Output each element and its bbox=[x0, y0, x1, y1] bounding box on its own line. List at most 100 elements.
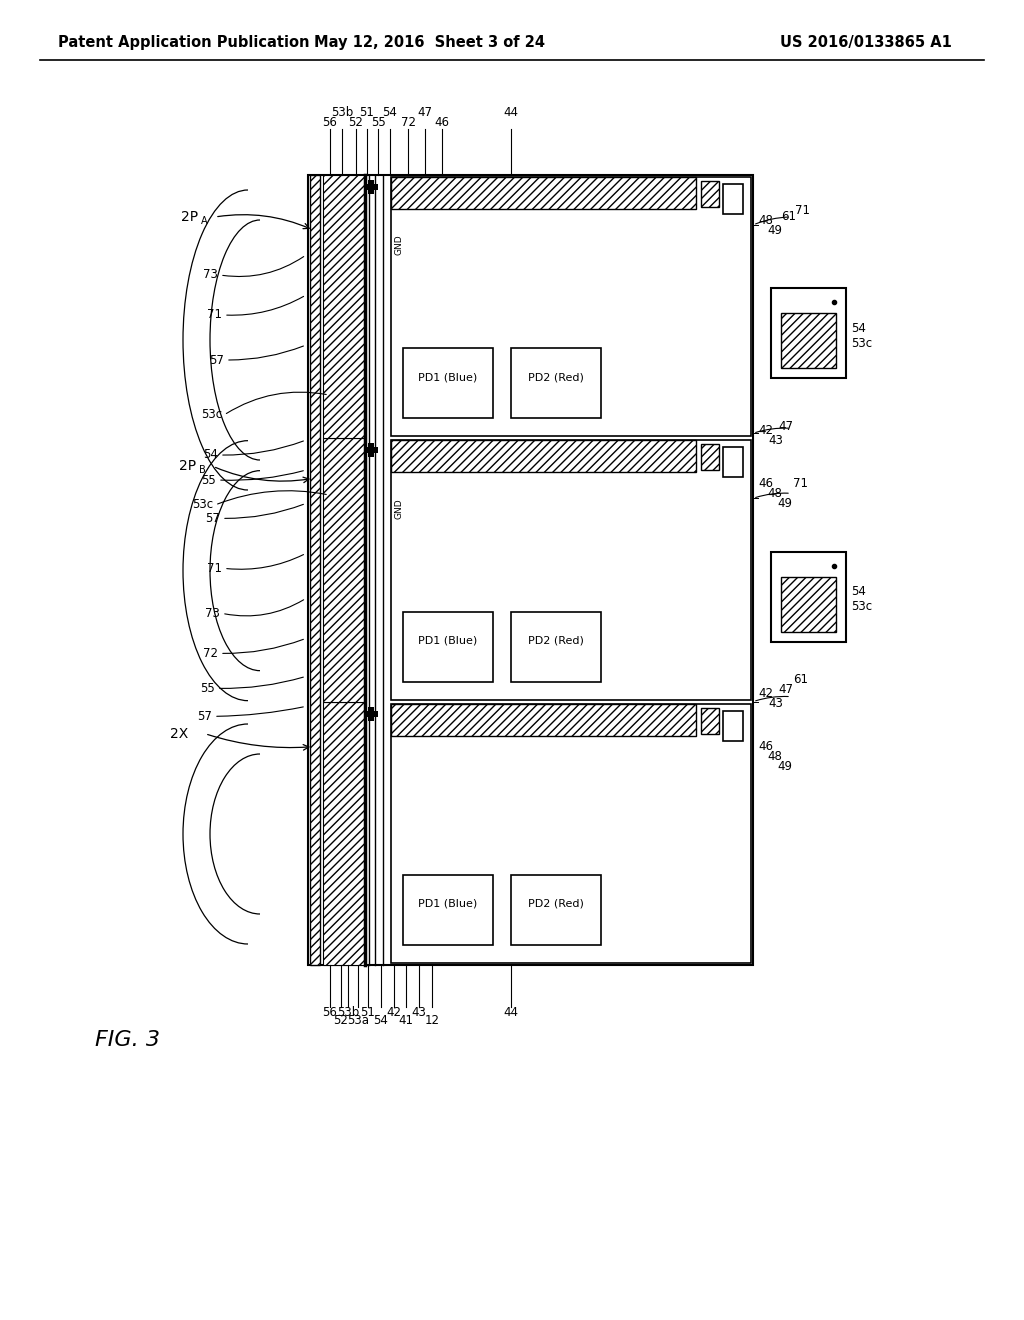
Text: 61: 61 bbox=[781, 210, 796, 223]
Bar bbox=[771, 552, 846, 642]
Bar bbox=[368, 180, 374, 194]
Text: 42: 42 bbox=[758, 424, 773, 437]
Text: 2P: 2P bbox=[181, 210, 198, 224]
Text: 51: 51 bbox=[360, 1006, 376, 1019]
Text: 53c: 53c bbox=[851, 601, 872, 614]
Text: 71: 71 bbox=[793, 477, 808, 490]
Bar bbox=[391, 704, 696, 735]
Bar bbox=[511, 875, 601, 945]
Bar bbox=[723, 710, 743, 741]
Bar bbox=[701, 445, 719, 470]
Bar bbox=[391, 177, 696, 209]
Bar bbox=[391, 704, 751, 964]
Text: US 2016/0133865 A1: US 2016/0133865 A1 bbox=[780, 34, 952, 49]
Text: May 12, 2016  Sheet 3 of 24: May 12, 2016 Sheet 3 of 24 bbox=[314, 34, 546, 49]
Bar bbox=[323, 176, 365, 438]
Text: A: A bbox=[201, 216, 208, 226]
Text: 46: 46 bbox=[434, 116, 450, 129]
Text: 53c: 53c bbox=[191, 499, 213, 511]
Text: 72: 72 bbox=[400, 116, 416, 129]
Text: 52: 52 bbox=[334, 1015, 348, 1027]
Text: 47: 47 bbox=[418, 107, 432, 120]
Text: 71: 71 bbox=[795, 205, 810, 218]
Text: 55: 55 bbox=[371, 116, 385, 129]
Text: 41: 41 bbox=[398, 1015, 414, 1027]
Text: 72: 72 bbox=[203, 647, 218, 660]
Text: PD1 (Blue): PD1 (Blue) bbox=[419, 899, 477, 909]
Text: 44: 44 bbox=[504, 1006, 518, 1019]
Bar bbox=[368, 706, 374, 721]
Text: 49: 49 bbox=[777, 760, 792, 774]
Text: 53b: 53b bbox=[331, 107, 353, 120]
Text: 53b: 53b bbox=[337, 1006, 359, 1019]
Text: Patent Application Publication: Patent Application Publication bbox=[58, 34, 309, 49]
Bar bbox=[364, 710, 378, 717]
Bar bbox=[391, 441, 751, 700]
Text: 42: 42 bbox=[758, 688, 773, 700]
Text: 53c: 53c bbox=[851, 337, 872, 350]
Text: PD2 (Red): PD2 (Red) bbox=[528, 899, 584, 909]
Text: 46: 46 bbox=[758, 741, 773, 754]
Text: 57: 57 bbox=[198, 710, 212, 723]
Text: 47: 47 bbox=[778, 684, 793, 696]
Bar bbox=[391, 177, 751, 437]
Bar bbox=[701, 708, 719, 734]
Bar bbox=[781, 577, 836, 632]
Bar bbox=[723, 183, 743, 214]
Text: GND: GND bbox=[394, 498, 403, 519]
Text: 61: 61 bbox=[793, 673, 808, 686]
Text: 42: 42 bbox=[386, 1006, 401, 1019]
Text: 52: 52 bbox=[348, 116, 364, 129]
Text: 57: 57 bbox=[205, 512, 220, 525]
Text: 43: 43 bbox=[412, 1006, 426, 1019]
Text: 48: 48 bbox=[767, 487, 782, 500]
Bar bbox=[323, 702, 365, 965]
Bar bbox=[701, 181, 719, 207]
Bar bbox=[403, 611, 493, 681]
Text: 73: 73 bbox=[205, 607, 220, 620]
Text: GND: GND bbox=[394, 235, 403, 255]
Text: FIG. 3: FIG. 3 bbox=[95, 1030, 160, 1049]
Text: 56: 56 bbox=[323, 116, 338, 129]
Bar bbox=[323, 438, 365, 702]
Text: PD1 (Blue): PD1 (Blue) bbox=[419, 636, 477, 645]
Text: 43: 43 bbox=[768, 434, 783, 447]
Text: 55: 55 bbox=[202, 474, 216, 487]
Text: PD2 (Red): PD2 (Red) bbox=[528, 372, 584, 383]
Bar bbox=[771, 288, 846, 379]
Text: 73: 73 bbox=[203, 268, 218, 281]
Text: 54: 54 bbox=[851, 585, 866, 598]
Bar bbox=[723, 447, 743, 478]
Text: B: B bbox=[199, 466, 206, 475]
Bar bbox=[368, 444, 374, 457]
Bar bbox=[511, 348, 601, 418]
Text: PD2 (Red): PD2 (Red) bbox=[528, 636, 584, 645]
Text: 48: 48 bbox=[758, 214, 773, 227]
Bar bbox=[403, 875, 493, 945]
Text: 54: 54 bbox=[203, 449, 218, 462]
Text: 46: 46 bbox=[758, 477, 773, 490]
Text: 53a: 53a bbox=[347, 1015, 369, 1027]
Bar bbox=[308, 176, 753, 965]
Text: 47: 47 bbox=[778, 420, 793, 433]
Text: 56: 56 bbox=[323, 1006, 338, 1019]
Text: 48: 48 bbox=[767, 750, 782, 763]
Text: PD1 (Blue): PD1 (Blue) bbox=[419, 372, 477, 383]
Text: 51: 51 bbox=[359, 107, 375, 120]
Text: 2P: 2P bbox=[179, 459, 196, 474]
Text: 71: 71 bbox=[207, 562, 222, 574]
Text: 49: 49 bbox=[777, 496, 792, 510]
Bar bbox=[403, 348, 493, 418]
Bar bbox=[364, 447, 378, 453]
Bar bbox=[364, 183, 378, 190]
Text: 57: 57 bbox=[209, 354, 224, 367]
Text: 53c: 53c bbox=[201, 408, 222, 421]
Text: 44: 44 bbox=[504, 107, 518, 120]
Text: 12: 12 bbox=[425, 1015, 439, 1027]
Text: 2X: 2X bbox=[170, 727, 188, 741]
Text: 71: 71 bbox=[207, 309, 222, 322]
Text: 55: 55 bbox=[201, 682, 215, 694]
Text: 54: 54 bbox=[374, 1015, 388, 1027]
Bar bbox=[511, 611, 601, 681]
Text: 54: 54 bbox=[383, 107, 397, 120]
